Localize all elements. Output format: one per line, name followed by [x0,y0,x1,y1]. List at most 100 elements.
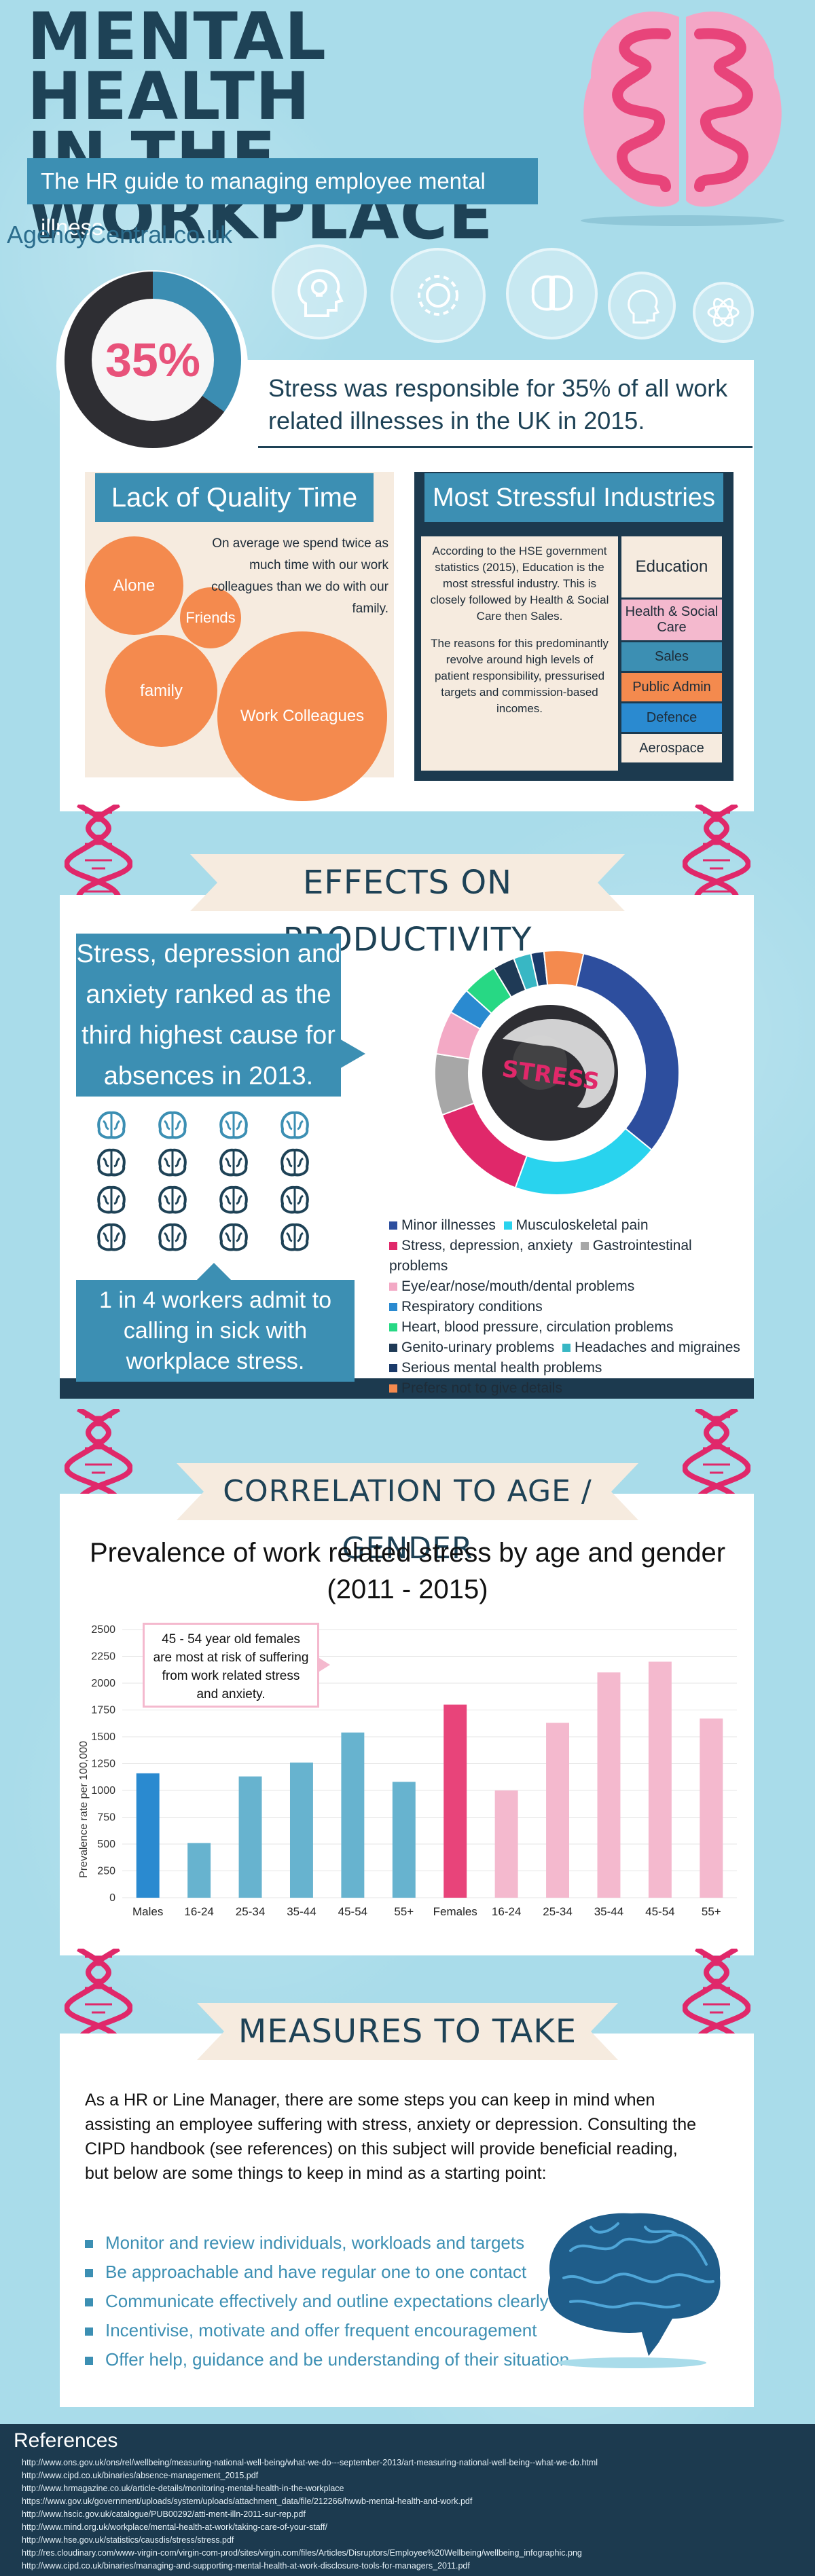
reference-link[interactable]: http://www.mind.org.uk/workplace/mental-… [22,2522,327,2532]
dna-icon [683,805,750,900]
list-item: Offer help, guidance and be understandin… [85,2345,601,2374]
list-item-text: Communicate effectively and outline expe… [105,2291,549,2311]
legend-item: Respiratory conditions [389,1299,543,1314]
idea-head-icon [272,244,367,339]
bars [136,1661,723,1898]
bar [648,1661,672,1898]
bar [289,1762,313,1898]
bar [136,1773,160,1898]
bubble-friends: Friends [180,587,241,648]
donut-segments [434,950,680,1196]
stress-percent: 35% [92,299,214,421]
x-tick-label: Females [433,1905,477,1918]
bar [443,1704,467,1898]
industry-sales: Sales [621,642,722,671]
brain-illustration [581,12,784,226]
legend-label: Heart, blood pressure, circulation probl… [401,1319,674,1335]
bubble-work-colleagues: Work Colleagues [217,631,387,801]
industry-health-social-care: Health & Social Care [621,600,722,640]
bullet-icon [85,2298,93,2307]
productivity-heading: EFFECTS ON PRODUCTIVITY [190,854,625,959]
dna-icon [683,1949,750,2044]
bar [494,1790,518,1898]
dna-icon [65,805,132,900]
measures-list: Monitor and review individuals, workload… [85,2228,601,2374]
x-tick-label: 45-54 [645,1905,674,1918]
page-title: MENTAL HEALTH IN THE WORKPLACE [27,0,557,249]
y-tick-label: 1500 [91,1731,115,1743]
bar [187,1843,211,1898]
references-heading: References [14,2429,118,2452]
y-tick-label: 2500 [91,1624,115,1636]
y-axis-ticks: 0 250 500 750 1000 1250 1500 1750 2000 2250 2500 [91,1624,115,1904]
legend-label: Gastrointestinal problems [389,1238,692,1274]
y-tick-label: 250 [97,1866,115,1877]
dna-icon [683,1409,750,1504]
reference-link[interactable]: http://www.cipd.co.uk/binaries/managing-… [22,2561,470,2571]
list-item-text: Offer help, guidance and be understandin… [105,2349,570,2370]
industry-education: Education [621,536,722,597]
bullet-icon [85,2240,93,2249]
y-tick-label: 1750 [91,1705,115,1716]
workers-callout: 1 in 4 workers admit to calling in sick … [76,1280,355,1382]
y-tick-label: 750 [97,1812,115,1824]
industry-public-admin: Public Admin [621,673,722,701]
legend-item: Eye/ear/nose/mouth/dental problems [389,1278,634,1294]
legend-label: Musculoskeletal pain [515,1217,649,1233]
list-item-text: Monitor and review individuals, workload… [105,2232,525,2253]
subtitle: The HR guide to managing employee mental… [27,158,538,240]
workers-grid [97,1111,309,1251]
gear-head-icon [391,248,486,343]
industries-text-1: According to the HSE government statisti… [430,545,609,623]
panel-footer-strip [60,1378,754,1399]
legend-label: Prefers not to give details [401,1380,562,1396]
legend-item: Musculoskeletal pain [503,1217,649,1233]
list-item: Monitor and review individuals, workload… [85,2228,601,2258]
reference-link[interactable]: http://www.hrmagazine.co.uk/article-deta… [22,2484,344,2493]
legend-label: Minor illnesses [401,1217,496,1233]
donut-slice [434,1052,475,1116]
x-tick-label: 25-34 [236,1905,265,1918]
y-axis-label: Prevalence rate per 100,000 [78,1741,90,1878]
reference-link[interactable]: https://www.gov.uk/government/uploads/sy… [22,2497,473,2506]
reference-link[interactable]: http://www.cipd.co.uk/binaries/absence-m… [22,2471,259,2480]
x-tick-label: 45-54 [338,1905,367,1918]
references-list: http://www.ons.gov.uk/ons/rel/wellbeing/… [22,2457,803,2573]
reference-link[interactable]: http://res.cloudinary.com/www-virgin-com… [22,2548,582,2558]
x-axis-labels: Males 16-24 25-34 35-44 45-54 55+ Females 16-24… [132,1905,721,1918]
y-tick-label: 2000 [91,1678,115,1689]
absence-callout: Stress, depression and anxiety ranked as… [76,934,341,1097]
site-name: AgencyCentral.co.uk [7,221,233,249]
donut-slice [543,950,585,988]
legend-item: Minor illnesses [389,1217,496,1233]
list-item: Be approachable and have regular one to … [85,2258,601,2287]
list-item-text: Be approachable and have regular one to … [105,2262,527,2282]
bar [597,1672,621,1898]
y-tick-label: 1250 [91,1759,115,1770]
legend-item: Genito-urinary problems [389,1340,554,1355]
legend-label: Genito-urinary problems [401,1340,555,1355]
industry-defence: Defence [621,703,722,732]
bullet-icon [85,2357,93,2366]
donut-legend: Minor illnesses Musculoskeletal pain Str… [389,1215,742,1399]
bar [341,1732,365,1898]
reference-link[interactable]: http://www.hse.gov.uk/statistics/causdis… [22,2535,234,2545]
list-item-text: Incentivise, motivate and offer frequent… [105,2320,537,2340]
bullet-icon [85,2327,93,2336]
reference-link[interactable]: http://www.hscic.gov.uk/catalogue/PUB002… [22,2509,306,2519]
reference-link[interactable]: http://www.ons.gov.uk/ons/rel/wellbeing/… [22,2458,598,2467]
industry-aerospace: Aerospace [621,734,722,762]
x-tick-label: 35-44 [594,1905,623,1918]
y-tick-label: 0 [109,1892,115,1904]
absence-donut-chart: STRESS [434,950,680,1196]
dna-icon [65,1409,132,1504]
title-line-1: MENTAL HEALTH [27,0,327,134]
callout-pointer-up [197,1263,231,1280]
legend-label: Stress, depression, anxiety [401,1238,573,1253]
y-tick-label: 1000 [91,1785,115,1797]
bubble-alone: Alone [85,536,183,635]
measures-intro: As a HR or Line Manager, there are some … [85,2091,697,2183]
head-icon [608,272,676,339]
legend-item: Headaches and migraines [562,1340,740,1355]
list-item: Incentivise, motivate and offer frequent… [85,2316,601,2345]
